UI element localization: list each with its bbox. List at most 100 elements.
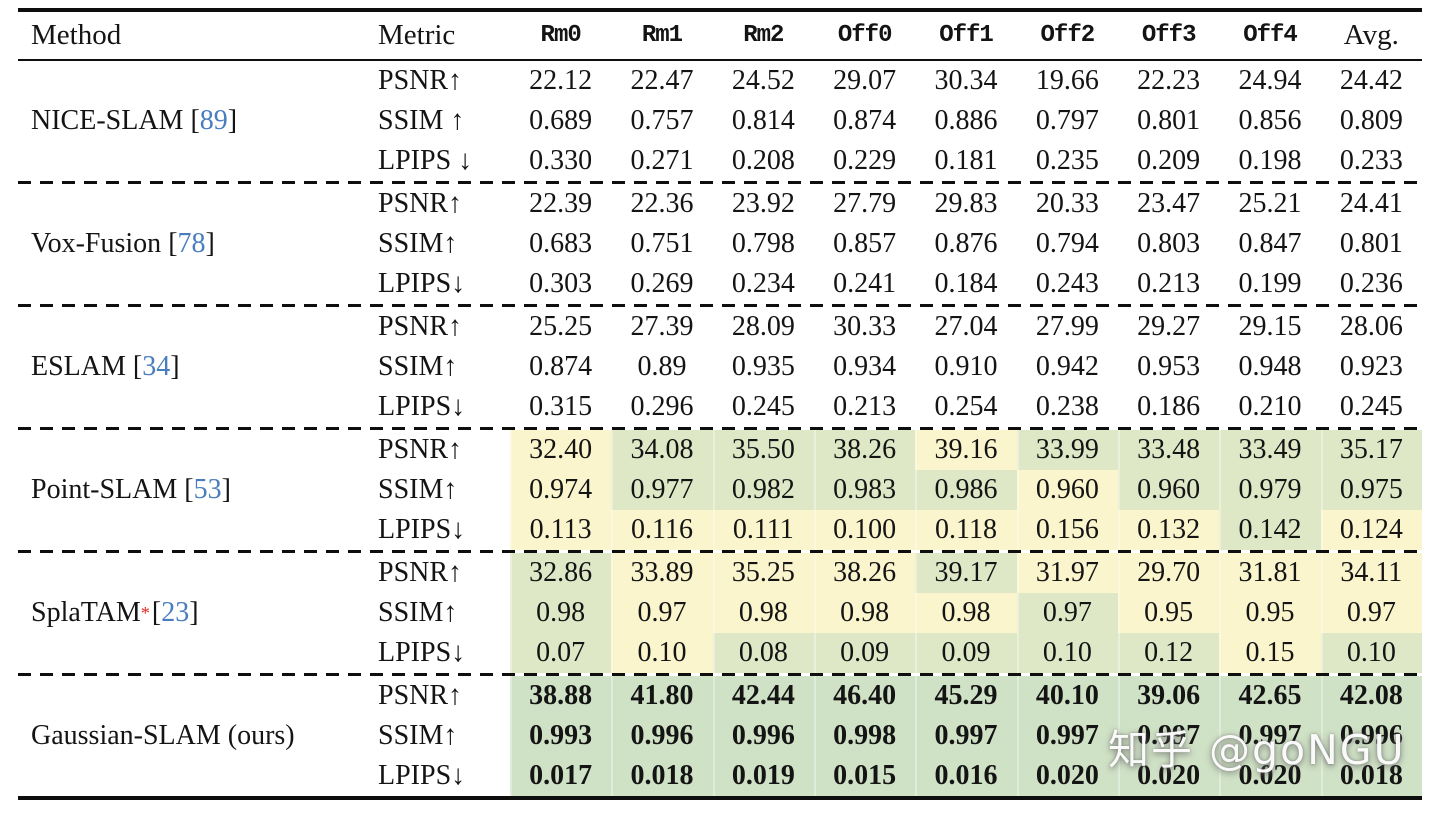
- metric-label: LPIPS ↓: [378, 145, 473, 176]
- value-cell: 19.66: [1035, 65, 1099, 96]
- value-cell: 0.243: [1035, 268, 1099, 299]
- value-cell: 0.977: [611, 470, 713, 510]
- col-header-method: Method: [31, 19, 122, 51]
- col-header-off4: Off4: [1243, 22, 1298, 49]
- value-cell: 0.245: [1339, 391, 1403, 422]
- value-cell: 0.97: [1320, 593, 1422, 633]
- value-cell: 25.21: [1238, 188, 1302, 219]
- value-cell: 0.233: [1339, 145, 1403, 176]
- value-cell: 28.06: [1339, 311, 1403, 342]
- metric-rows: PSNR↑ 22.12 22.47 24.52 29.07 30.34 19.66 22.23…: [360, 61, 1422, 181]
- metric-label: PSNR↑: [378, 434, 463, 465]
- value-cell: 42.65: [1219, 676, 1321, 716]
- value-cell: 38.26: [814, 430, 916, 470]
- value-cell: 0.118: [915, 510, 1017, 550]
- metric-label: PSNR↑: [378, 188, 463, 219]
- value-cell: 0.886: [934, 105, 998, 136]
- value-cell: 0.254: [934, 391, 998, 422]
- value-cell: 0.186: [1137, 391, 1201, 422]
- method-section: ESLAM [34] PSNR↑ 25.25 27.39 28.09 30.33 27.04…: [18, 307, 1422, 427]
- metric-label: SSIM↑: [378, 351, 458, 382]
- value-cell: 27.79: [833, 188, 897, 219]
- value-cell: 41.80: [611, 676, 713, 716]
- value-cell: 0.997: [1219, 716, 1321, 756]
- value-cell: 0.209: [1137, 145, 1201, 176]
- value-cell: 0.874: [833, 105, 897, 136]
- value-cell: 22.12: [529, 65, 593, 96]
- value-cell: 0.09: [915, 633, 1017, 673]
- citation-link[interactable]: 34: [142, 351, 171, 382]
- value-cell: 0.997: [915, 716, 1017, 756]
- value-cell: 0.303: [529, 268, 593, 299]
- value-cell: 0.960: [1118, 470, 1220, 510]
- citation-link[interactable]: 78: [177, 228, 206, 259]
- metric-label: LPIPS↓: [378, 760, 466, 791]
- value-cell: 0.98: [712, 593, 814, 633]
- value-cell: 0.97: [611, 593, 713, 633]
- value-cell: 0.100: [814, 510, 916, 550]
- value-cell: 0.689: [529, 105, 593, 136]
- metric-rows: PSNR↑ 32.86 33.89 35.25 38.26 39.17 31.97 29.70…: [360, 553, 1422, 673]
- value-cell: 0.997: [1118, 716, 1220, 756]
- value-cell: 22.36: [630, 188, 694, 219]
- value-cell: 32.40: [510, 430, 612, 470]
- value-cell: 0.020: [1016, 756, 1118, 796]
- value-cell: 0.199: [1238, 268, 1302, 299]
- method-label: Gaussian-SLAM (ours): [31, 720, 295, 751]
- value-cell: 32.86: [510, 553, 612, 593]
- value-cell: 0.210: [1238, 391, 1302, 422]
- header-rule: [18, 59, 1422, 61]
- value-cell: 24.52: [731, 65, 795, 96]
- value-cell: 0.229: [833, 145, 897, 176]
- method-section: Gaussian-SLAM (ours) PSNR↑ 38.88 41.80 42.44…: [18, 676, 1422, 796]
- value-cell: 0.979: [1219, 470, 1321, 510]
- value-cell: 39.16: [915, 430, 1017, 470]
- value-cell: 0.10: [611, 633, 713, 673]
- value-cell: 0.847: [1238, 228, 1302, 259]
- citation-link[interactable]: 23: [161, 597, 190, 628]
- value-cell: 0.983: [814, 470, 916, 510]
- value-cell: 30.33: [833, 311, 897, 342]
- value-cell: 0.982: [712, 470, 814, 510]
- value-cell: 0.198: [1238, 145, 1302, 176]
- value-cell: 33.49: [1219, 430, 1321, 470]
- value-cell: 0.935: [731, 351, 795, 382]
- value-cell: 42.08: [1320, 676, 1422, 716]
- value-cell: 34.11: [1320, 553, 1422, 593]
- col-header-rm1: Rm1: [641, 22, 683, 49]
- col-header-rm2: Rm2: [743, 22, 784, 49]
- value-cell: 0.856: [1238, 105, 1302, 136]
- value-cell: 0.797: [1035, 105, 1099, 136]
- value-cell: 0.296: [630, 391, 694, 422]
- section-divider: [18, 673, 1422, 676]
- value-cell: 38.88: [510, 676, 612, 716]
- value-cell: 0.874: [529, 351, 593, 382]
- citation-link[interactable]: 89: [199, 105, 228, 136]
- value-cell: 0.960: [1016, 470, 1118, 510]
- value-cell: 0.98: [814, 593, 916, 633]
- citation-link[interactable]: 53: [193, 474, 222, 505]
- value-cell: 0.330: [529, 145, 593, 176]
- value-cell: 0.986: [915, 470, 1017, 510]
- value-cell: 0.997: [1016, 716, 1118, 756]
- value-cell: 0.019: [712, 756, 814, 796]
- value-cell: 27.04: [934, 311, 998, 342]
- value-cell: 35.50: [712, 430, 814, 470]
- value-cell: 29.83: [934, 188, 998, 219]
- value-cell: 0.018: [611, 756, 713, 796]
- value-cell: 0.116: [611, 510, 713, 550]
- value-cell: 0.814: [731, 105, 795, 136]
- value-cell: 0.97: [1016, 593, 1118, 633]
- value-cell: 0.974: [510, 470, 612, 510]
- value-cell: 0.857: [833, 228, 897, 259]
- value-cell: 35.25: [712, 553, 814, 593]
- value-cell: 0.156: [1016, 510, 1118, 550]
- method-label: Vox-Fusion [78]: [31, 228, 215, 259]
- value-cell: 27.39: [630, 311, 694, 342]
- value-cell: 22.39: [529, 188, 593, 219]
- metric-rows: PSNR↑ 38.88 41.80 42.44 46.40 45.29 40.10 39.06…: [360, 676, 1422, 796]
- value-cell: 39.06: [1118, 676, 1220, 716]
- value-cell: 33.89: [611, 553, 713, 593]
- value-cell: 0.018: [1320, 756, 1422, 796]
- value-cell: 0.234: [731, 268, 795, 299]
